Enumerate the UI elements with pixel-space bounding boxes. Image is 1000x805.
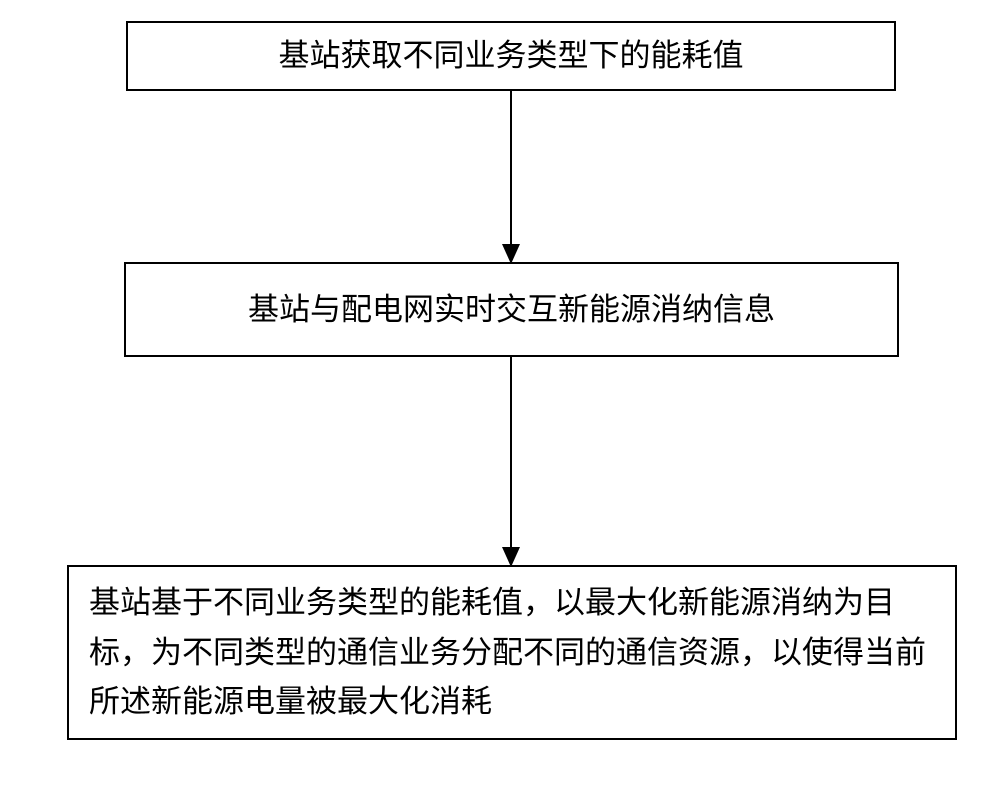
- flowchart-container: 基站获取不同业务类型下的能耗值 基站与配电网实时交互新能源消纳信息 基站基于不同…: [0, 0, 1000, 805]
- step-2-text: 基站与配电网实时交互新能源消纳信息: [248, 285, 775, 335]
- arrow-2-line: [510, 357, 512, 549]
- arrow-2-head: [502, 547, 520, 567]
- flowchart-step-1: 基站获取不同业务类型下的能耗值: [126, 21, 896, 91]
- step-3-text: 基站基于不同业务类型的能耗值，以最大化新能源消纳为目标，为不同类型的通信业务分配…: [89, 578, 935, 727]
- step-1-text: 基站获取不同业务类型下的能耗值: [279, 31, 744, 81]
- flowchart-step-3: 基站基于不同业务类型的能耗值，以最大化新能源消纳为目标，为不同类型的通信业务分配…: [67, 565, 957, 740]
- arrow-1-head: [502, 244, 520, 264]
- arrow-1-line: [510, 91, 512, 246]
- flowchart-step-2: 基站与配电网实时交互新能源消纳信息: [124, 262, 899, 357]
